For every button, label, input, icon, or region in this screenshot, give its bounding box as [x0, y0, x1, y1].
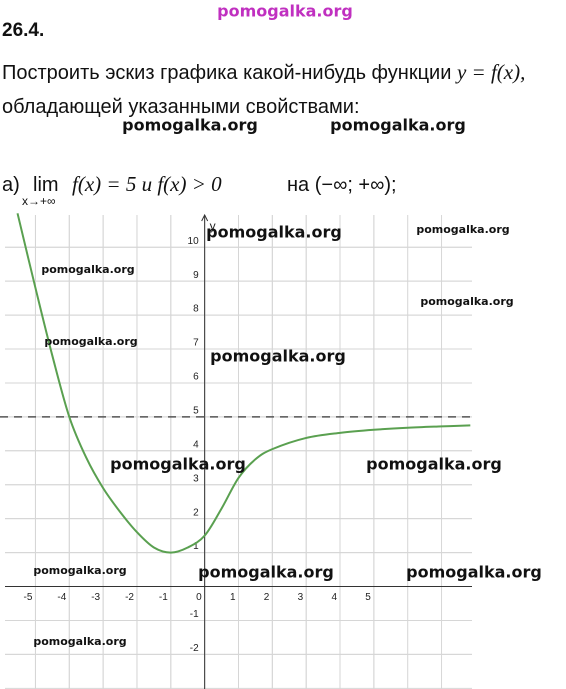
watermark: pomogalka.org [110, 455, 246, 474]
task-number: 26.4. [2, 20, 45, 41]
y-tick-label: 4 [193, 439, 199, 450]
axis-arrow [201, 213, 209, 222]
task-text: Построить эскиз графика какой-нибудь фун… [2, 60, 525, 85]
curve [16, 213, 471, 554]
watermark: pomogalka.org [198, 563, 334, 582]
y-tick-label: 9 [193, 270, 199, 281]
y-tick-label: 5 [193, 406, 199, 417]
y-tick-label: 1 [193, 541, 199, 552]
y-tick-label: 10 [188, 236, 200, 247]
item-label: а) [2, 174, 20, 196]
watermark: pomogalka.org [420, 295, 513, 308]
y-tick-label: 8 [193, 304, 199, 315]
x-tick-label: 0 [196, 592, 202, 603]
x-tick-label: 3 [298, 592, 304, 603]
y-tick-label: -1 [190, 609, 199, 620]
lim: lim [33, 174, 59, 196]
condition-tail: на (−∞; +∞); [287, 174, 397, 196]
x-tick-label: -1 [159, 592, 168, 603]
x-tick-label: -2 [125, 592, 134, 603]
x-tick-label: -4 [57, 592, 66, 603]
watermark: pomogalka.org [122, 116, 258, 135]
x-tick-label: -5 [24, 592, 33, 603]
x-tick-label: 1 [230, 592, 236, 603]
watermark: pomogalka.org [206, 223, 342, 242]
x-tick-label: -3 [91, 592, 100, 603]
watermark: pomogalka.org [416, 223, 509, 236]
x-tick-label: 2 [264, 592, 270, 603]
lim-sub: x→+∞ [22, 194, 56, 208]
x-tick-label: 5 [365, 592, 371, 603]
y-tick-label: 7 [193, 338, 199, 349]
watermark: pomogalka.org [33, 564, 126, 577]
task-line: Построить эскиз графика какой-нибудь фун… [2, 62, 452, 84]
watermark: pomogalka.org [330, 116, 466, 135]
y-axis-label: y [210, 219, 216, 233]
watermark: pomogalka.org [210, 347, 346, 366]
y-tick-label: 2 [193, 507, 199, 518]
y-tick-label: 6 [193, 372, 199, 383]
math: y = f(x), [456, 60, 526, 84]
condition: f(x) = 5 и f(x) > 0 [72, 172, 222, 196]
y-tick-label: 3 [193, 473, 199, 484]
task-line: обладающей указанными свойствами: [2, 96, 360, 118]
watermark: pomogalka.org [33, 635, 126, 648]
watermark: pomogalka.org [41, 263, 134, 276]
watermark: pomogalka.org [406, 563, 542, 582]
watermark: pomogalka.org [44, 335, 137, 348]
y-tick-label: -2 [190, 643, 199, 654]
watermark: pomogalka.org [217, 2, 353, 21]
watermark: pomogalka.org [366, 455, 502, 474]
x-tick-label: 4 [331, 592, 337, 603]
